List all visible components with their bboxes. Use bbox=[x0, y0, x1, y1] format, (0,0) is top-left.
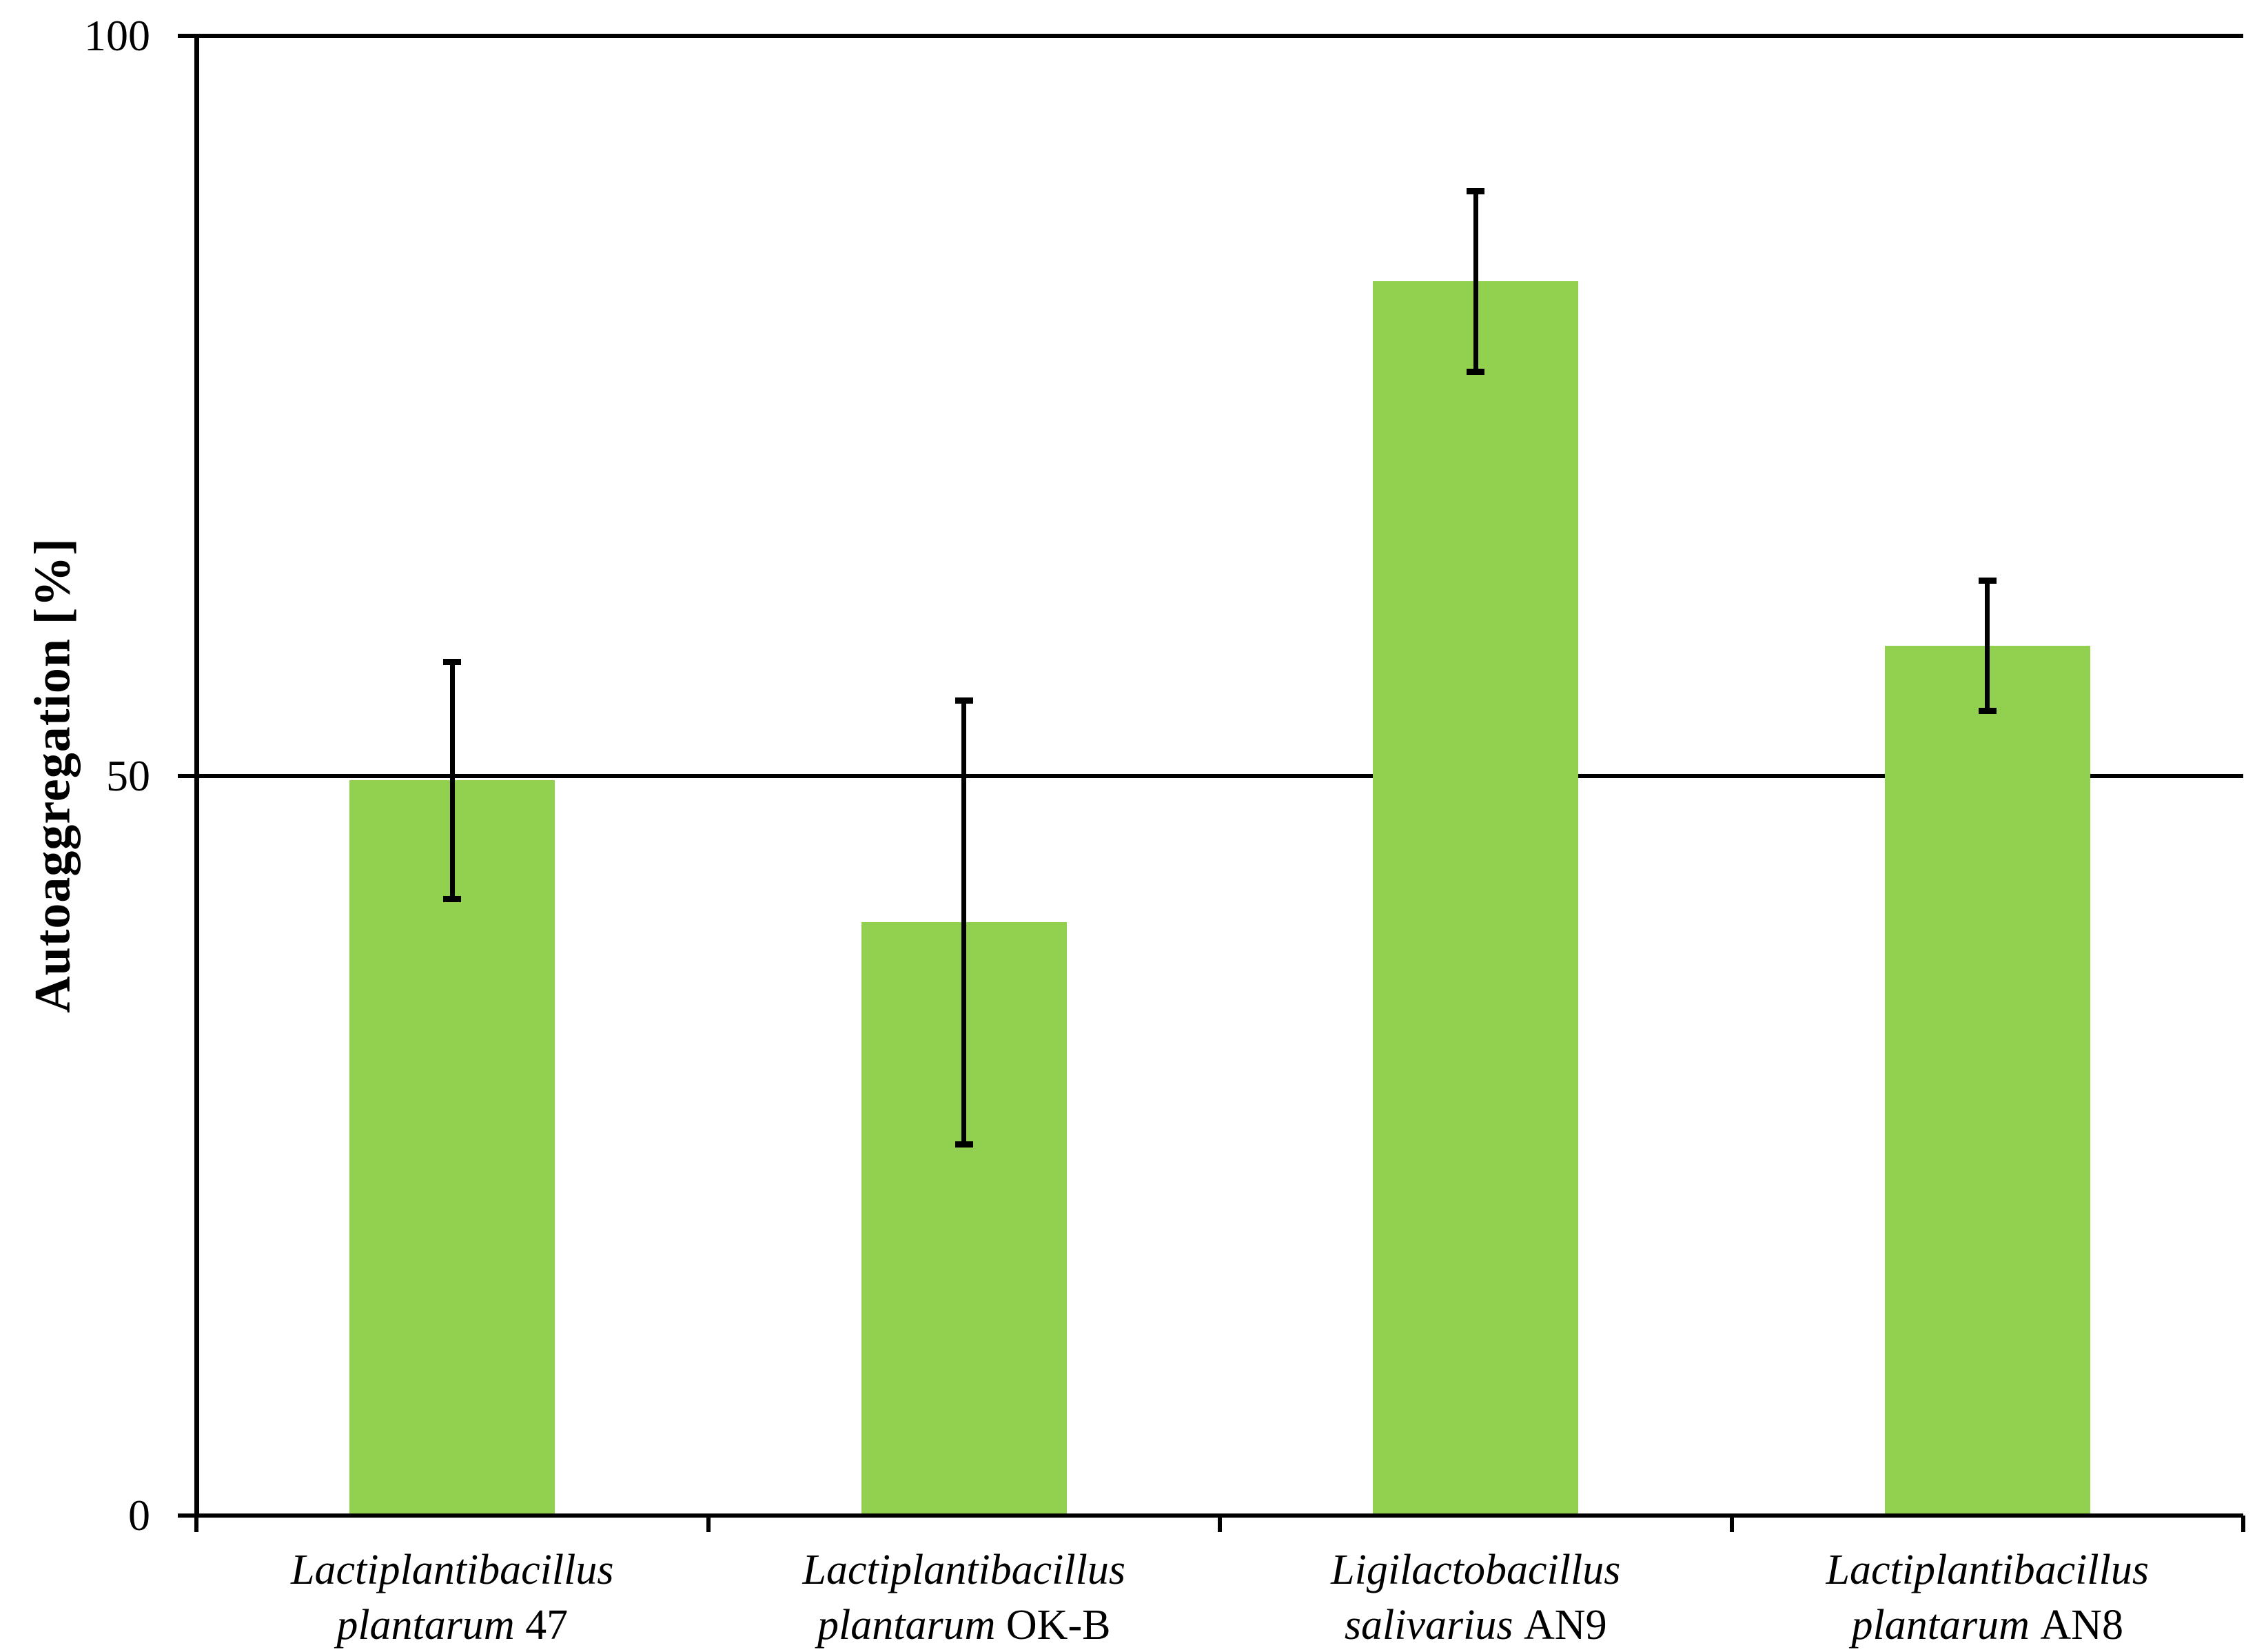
x-axis-tick bbox=[1729, 1516, 1734, 1532]
error-bar-cap-top bbox=[955, 697, 973, 704]
category-genus: Ligilactobacillus bbox=[1331, 1547, 1621, 1593]
bar-3 bbox=[1373, 281, 1579, 1518]
species-name: salivarius bbox=[1344, 1602, 1513, 1649]
y-axis-line bbox=[194, 34, 199, 1518]
strain-id: OK-B bbox=[1006, 1602, 1111, 1649]
error-bar-cap-bottom bbox=[1467, 369, 1485, 376]
category-genus: Lactiplantibacillus bbox=[291, 1547, 614, 1593]
error-bar-stem bbox=[961, 700, 967, 1145]
strain-id: 47 bbox=[525, 1602, 569, 1649]
strain-id: AN9 bbox=[1524, 1602, 1607, 1649]
error-bar-cap-bottom bbox=[1978, 708, 1997, 715]
category-species-strain: salivarius AN9 bbox=[1220, 1598, 1732, 1652]
x-axis-tick bbox=[706, 1516, 711, 1532]
x-category-label: Lactiplantibacillus plantarum AN8 bbox=[1732, 1542, 2244, 1652]
bar-4 bbox=[1884, 645, 2090, 1518]
category-genus: Lactiplantibacillus bbox=[802, 1547, 1125, 1593]
category-species-strain: plantarum AN8 bbox=[1732, 1598, 2244, 1652]
strain-id: AN8 bbox=[2040, 1602, 2123, 1649]
error-bar-cap-bottom bbox=[443, 895, 462, 902]
bar-1 bbox=[349, 779, 555, 1518]
category-species-strain: plantarum OK-B bbox=[708, 1598, 1221, 1652]
x-axis-tick bbox=[2241, 1516, 2245, 1532]
category-genus: Lactiplantibacillus bbox=[1826, 1547, 2149, 1593]
species-name: plantarum bbox=[336, 1602, 515, 1649]
species-name: plantarum bbox=[1851, 1602, 2030, 1649]
y-tick-label: 100 bbox=[84, 11, 150, 60]
y-tick-label: 50 bbox=[106, 751, 150, 800]
x-axis-tick bbox=[194, 1516, 198, 1532]
y-tick-label: 0 bbox=[128, 1491, 150, 1540]
x-category-label: Lactiplantibacillus plantarum OK-B bbox=[708, 1542, 1221, 1652]
error-bar-stem bbox=[449, 662, 455, 899]
error-bar-cap-top bbox=[1467, 188, 1485, 195]
x-axis-line bbox=[178, 1513, 2243, 1518]
error-bar-cap-top bbox=[1978, 578, 1997, 584]
error-bar-stem bbox=[1473, 191, 1478, 372]
error-bar-stem bbox=[1985, 580, 1990, 711]
gridline-100 bbox=[178, 34, 2243, 38]
x-axis-tick bbox=[1218, 1516, 1222, 1532]
error-bar-cap-bottom bbox=[955, 1141, 973, 1148]
gridline-50 bbox=[178, 773, 2243, 778]
error-bar-cap-top bbox=[443, 659, 462, 666]
x-category-label: Lactiplantibacillus plantarum 47 bbox=[196, 1542, 708, 1652]
x-category-label: Ligilactobacillus salivarius AN9 bbox=[1220, 1542, 1732, 1652]
category-species-strain: plantarum 47 bbox=[196, 1598, 708, 1652]
species-name: plantarum bbox=[817, 1602, 996, 1649]
